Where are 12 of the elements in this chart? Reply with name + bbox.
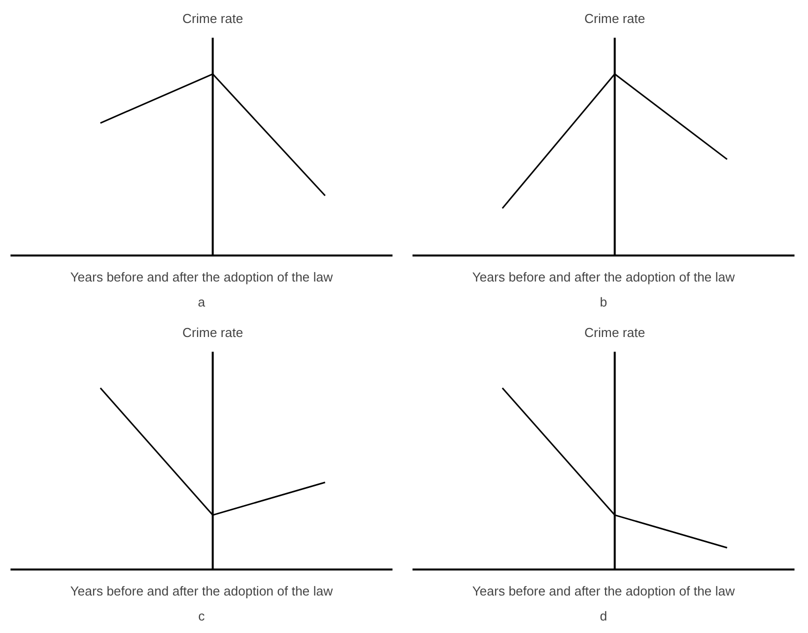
text: c bbox=[198, 608, 206, 624]
text: b bbox=[600, 294, 608, 310]
y-axis-title: Crime rate bbox=[584, 325, 646, 340]
y-axis-title: Crime rate bbox=[584, 11, 646, 26]
y-axis-title: Crime rate bbox=[182, 325, 244, 340]
x-axis-title: Years before and after the adoption of the law bbox=[472, 270, 736, 284]
text: a bbox=[198, 294, 206, 310]
x-axis-title: Years before and after the adoption of the law bbox=[70, 270, 334, 284]
y-axis-title: Crime rate bbox=[182, 11, 244, 26]
x-axis-title: Years before and after the adoption of the law bbox=[70, 584, 334, 598]
text: d bbox=[600, 608, 608, 624]
x-axis-title: Years before and after the adoption of the law bbox=[472, 584, 736, 598]
